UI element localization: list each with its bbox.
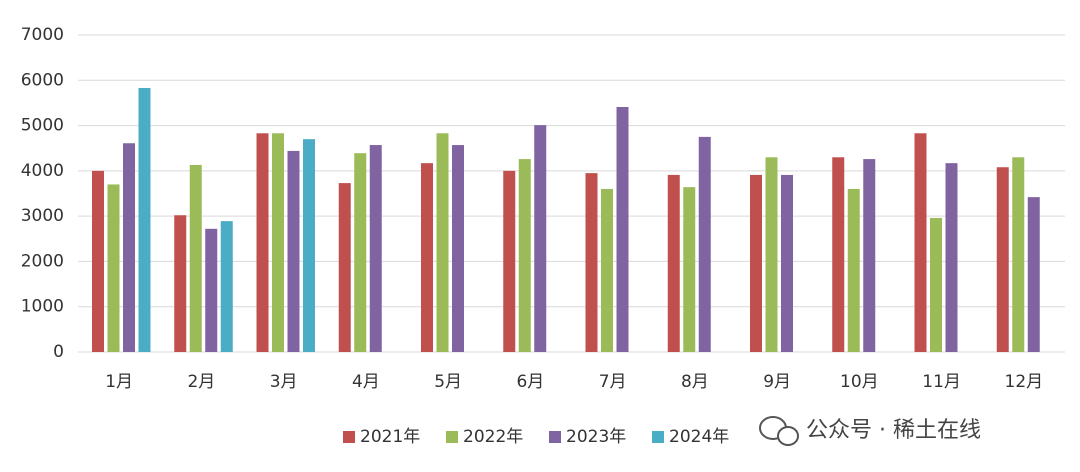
legend-label: 2024年 bbox=[669, 427, 729, 447]
x-tick-label: 6月 bbox=[516, 372, 544, 392]
bar bbox=[1012, 157, 1025, 352]
y-tick-label: 1000 bbox=[21, 297, 64, 317]
bar bbox=[847, 188, 860, 352]
legend-swatch bbox=[652, 431, 664, 443]
legend-label: 2021年 bbox=[360, 427, 420, 447]
bar bbox=[601, 188, 613, 352]
x-tick-label: 10月 bbox=[840, 372, 879, 392]
legend-swatch bbox=[343, 431, 355, 443]
x-tick-label: 9月 bbox=[763, 372, 791, 392]
bar bbox=[765, 157, 778, 352]
x-tick-label: 7月 bbox=[599, 372, 627, 392]
bar bbox=[750, 174, 762, 352]
bar bbox=[354, 153, 367, 352]
bar bbox=[220, 221, 233, 352]
bar bbox=[436, 133, 449, 352]
bar bbox=[667, 174, 680, 352]
legend-label: 2022年 bbox=[463, 427, 523, 447]
x-tick-label: 5月 bbox=[434, 372, 462, 392]
bar bbox=[256, 133, 269, 352]
bar bbox=[914, 133, 927, 352]
legend-swatch bbox=[549, 431, 561, 443]
y-tick-label: 0 bbox=[53, 342, 64, 362]
bar bbox=[616, 107, 629, 352]
y-tick-label: 7000 bbox=[21, 25, 64, 45]
bar bbox=[534, 125, 547, 353]
y-tick-label: 2000 bbox=[21, 251, 64, 271]
bar bbox=[338, 183, 351, 352]
y-tick-label: 5000 bbox=[21, 116, 64, 136]
bar bbox=[421, 163, 433, 352]
x-tick-label: 8月 bbox=[681, 372, 709, 392]
bar bbox=[107, 184, 120, 352]
y-tick-label: 6000 bbox=[21, 70, 64, 90]
bar bbox=[781, 174, 793, 352]
x-tick-label: 4月 bbox=[352, 372, 380, 392]
bar bbox=[996, 167, 1009, 352]
x-tick-label: 3月 bbox=[270, 372, 298, 392]
legend-label: 2023年 bbox=[566, 427, 626, 447]
watermark-icon bbox=[759, 416, 799, 446]
bar bbox=[369, 145, 382, 352]
bar bbox=[189, 164, 202, 352]
bar bbox=[174, 215, 187, 352]
x-tick-label: 11月 bbox=[922, 372, 961, 392]
legend-swatch bbox=[446, 431, 458, 443]
x-tick-label: 12月 bbox=[1005, 372, 1044, 392]
y-tick-label: 3000 bbox=[21, 206, 64, 226]
y-tick-label: 4000 bbox=[21, 161, 64, 181]
x-tick-label: 1月 bbox=[105, 372, 133, 392]
bar bbox=[452, 145, 464, 352]
bar bbox=[1027, 197, 1040, 352]
bar bbox=[832, 157, 845, 352]
bar bbox=[863, 159, 876, 352]
bar bbox=[930, 217, 942, 352]
bar bbox=[683, 187, 696, 352]
bar bbox=[272, 133, 284, 352]
bar bbox=[92, 170, 104, 352]
bar bbox=[287, 150, 300, 352]
bar bbox=[303, 139, 315, 352]
bar bbox=[205, 228, 218, 352]
bar bbox=[698, 136, 711, 352]
x-tick-label: 2月 bbox=[187, 372, 215, 392]
bar bbox=[123, 143, 135, 352]
bar bbox=[945, 163, 958, 352]
bar bbox=[138, 87, 151, 352]
bar bbox=[503, 170, 516, 352]
watermark: 公众号 · 稀土在线 bbox=[806, 418, 981, 443]
bar bbox=[585, 173, 598, 352]
bar bbox=[518, 159, 531, 352]
